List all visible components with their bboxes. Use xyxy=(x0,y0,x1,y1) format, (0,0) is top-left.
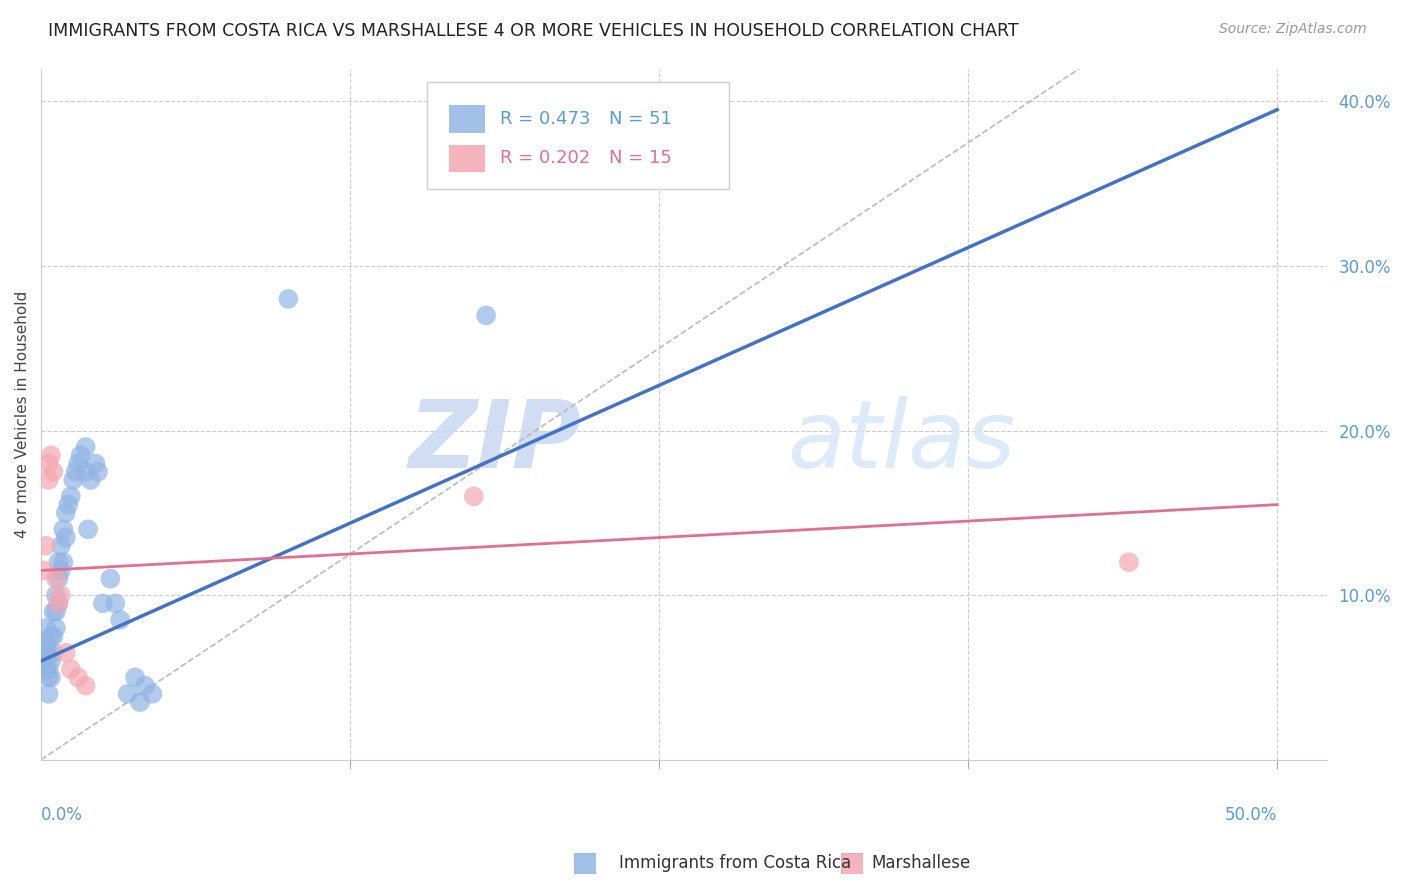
Text: Source: ZipAtlas.com: Source: ZipAtlas.com xyxy=(1219,22,1367,37)
Point xyxy=(35,646,58,660)
Text: ZIP: ZIP xyxy=(408,396,581,488)
Point xyxy=(35,638,58,652)
Point xyxy=(67,670,90,684)
Point xyxy=(45,588,67,602)
Point xyxy=(52,522,75,536)
Point xyxy=(35,539,58,553)
Text: 50.0%: 50.0% xyxy=(1225,805,1277,824)
Point xyxy=(277,292,299,306)
Text: Marshallese: Marshallese xyxy=(872,855,972,872)
Text: N = 15: N = 15 xyxy=(609,149,672,168)
Point xyxy=(67,457,90,471)
Point xyxy=(48,596,70,610)
Text: 0.0%: 0.0% xyxy=(41,805,83,824)
Point xyxy=(32,638,55,652)
Point xyxy=(38,646,60,660)
Point xyxy=(52,555,75,569)
Point xyxy=(39,654,62,668)
Point xyxy=(59,489,82,503)
Point xyxy=(45,572,67,586)
Point xyxy=(87,465,110,479)
Point xyxy=(42,629,65,643)
Point xyxy=(104,596,127,610)
Point xyxy=(35,662,58,676)
Text: IMMIGRANTS FROM COSTA RICA VS MARSHALLESE 4 OR MORE VEHICLES IN HOUSEHOLD CORREL: IMMIGRANTS FROM COSTA RICA VS MARSHALLES… xyxy=(48,22,1018,40)
Point xyxy=(48,596,70,610)
Point xyxy=(141,687,163,701)
Point xyxy=(48,555,70,569)
Point xyxy=(32,654,55,668)
Text: R = 0.473: R = 0.473 xyxy=(501,110,591,128)
Point xyxy=(55,531,77,545)
Point xyxy=(110,613,132,627)
Text: R = 0.202: R = 0.202 xyxy=(501,149,591,168)
Text: atlas: atlas xyxy=(787,396,1015,487)
Point xyxy=(62,473,84,487)
Point xyxy=(38,457,60,471)
Point xyxy=(463,489,485,503)
FancyBboxPatch shape xyxy=(427,82,728,189)
Point xyxy=(69,448,91,462)
Y-axis label: 4 or more Vehicles in Household: 4 or more Vehicles in Household xyxy=(15,291,30,538)
Point xyxy=(98,572,121,586)
Point xyxy=(75,465,97,479)
Point xyxy=(59,662,82,676)
Point xyxy=(38,473,60,487)
Point xyxy=(42,605,65,619)
Point xyxy=(45,621,67,635)
Point xyxy=(38,670,60,684)
Point xyxy=(38,662,60,676)
Point xyxy=(79,473,101,487)
Point xyxy=(39,629,62,643)
Point xyxy=(124,670,146,684)
Point xyxy=(42,646,65,660)
Point xyxy=(35,621,58,635)
Point xyxy=(42,465,65,479)
Point xyxy=(39,448,62,462)
Point xyxy=(49,564,72,578)
Point xyxy=(129,695,152,709)
FancyBboxPatch shape xyxy=(449,105,485,133)
Point xyxy=(49,588,72,602)
Point xyxy=(55,506,77,520)
Point xyxy=(1118,555,1140,569)
Point xyxy=(49,539,72,553)
Point xyxy=(75,440,97,454)
Point xyxy=(134,679,156,693)
Point xyxy=(91,596,114,610)
Point xyxy=(475,309,498,323)
Point xyxy=(32,564,55,578)
FancyBboxPatch shape xyxy=(449,145,485,172)
Point xyxy=(38,687,60,701)
Text: N = 51: N = 51 xyxy=(609,110,672,128)
Point xyxy=(55,646,77,660)
Point xyxy=(58,498,80,512)
Point xyxy=(39,670,62,684)
Point xyxy=(84,457,107,471)
Point xyxy=(117,687,139,701)
Point xyxy=(48,572,70,586)
Point xyxy=(65,465,87,479)
Text: Immigrants from Costa Rica: Immigrants from Costa Rica xyxy=(619,855,851,872)
Point xyxy=(75,679,97,693)
Point xyxy=(45,605,67,619)
Point xyxy=(77,522,100,536)
